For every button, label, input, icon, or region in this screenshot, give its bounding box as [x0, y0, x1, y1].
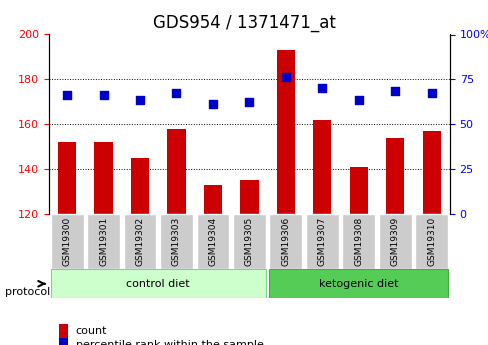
- Text: GSM19310: GSM19310: [427, 217, 435, 266]
- Text: GSM19307: GSM19307: [317, 217, 326, 266]
- Text: protocol: protocol: [5, 287, 50, 296]
- Point: [208, 101, 216, 107]
- Text: GSM19305: GSM19305: [244, 217, 253, 266]
- Bar: [167, 129, 185, 214]
- Text: GSM19306: GSM19306: [281, 217, 290, 266]
- Bar: [240, 180, 258, 214]
- Text: count: count: [76, 326, 107, 336]
- FancyBboxPatch shape: [269, 269, 447, 298]
- Bar: [349, 167, 367, 214]
- Bar: [203, 185, 222, 214]
- FancyBboxPatch shape: [51, 214, 83, 269]
- Bar: [312, 120, 331, 214]
- FancyBboxPatch shape: [196, 214, 229, 269]
- Point: [282, 75, 289, 80]
- Text: GDS954 / 1371471_at: GDS954 / 1371471_at: [153, 14, 335, 32]
- FancyBboxPatch shape: [414, 214, 447, 269]
- Bar: [276, 50, 294, 214]
- Text: GSM19301: GSM19301: [99, 217, 108, 266]
- Point: [100, 92, 107, 98]
- Point: [172, 90, 180, 96]
- Point: [245, 99, 253, 105]
- FancyBboxPatch shape: [87, 214, 120, 269]
- Point: [63, 92, 71, 98]
- Text: GSM19308: GSM19308: [353, 217, 363, 266]
- Bar: [58, 142, 76, 214]
- FancyBboxPatch shape: [342, 214, 374, 269]
- Text: percentile rank within the sample: percentile rank within the sample: [76, 340, 263, 345]
- Text: ketogenic diet: ketogenic diet: [318, 279, 398, 289]
- FancyBboxPatch shape: [378, 214, 411, 269]
- Text: GSM19302: GSM19302: [135, 217, 144, 266]
- Text: GSM19304: GSM19304: [208, 217, 217, 266]
- Point: [318, 86, 325, 91]
- FancyBboxPatch shape: [51, 269, 265, 298]
- Point: [427, 90, 435, 96]
- Bar: [386, 138, 404, 214]
- FancyBboxPatch shape: [305, 214, 338, 269]
- Bar: [422, 131, 440, 214]
- Text: control diet: control diet: [126, 279, 190, 289]
- FancyBboxPatch shape: [123, 214, 156, 269]
- Text: GSM19300: GSM19300: [62, 217, 71, 266]
- Bar: [131, 158, 149, 214]
- Text: GSM19309: GSM19309: [390, 217, 399, 266]
- Point: [354, 97, 362, 102]
- Text: GSM19303: GSM19303: [172, 217, 181, 266]
- FancyBboxPatch shape: [269, 214, 302, 269]
- FancyBboxPatch shape: [232, 214, 265, 269]
- FancyBboxPatch shape: [160, 214, 192, 269]
- Bar: [94, 142, 112, 214]
- Point: [136, 97, 143, 102]
- Point: [390, 88, 398, 93]
